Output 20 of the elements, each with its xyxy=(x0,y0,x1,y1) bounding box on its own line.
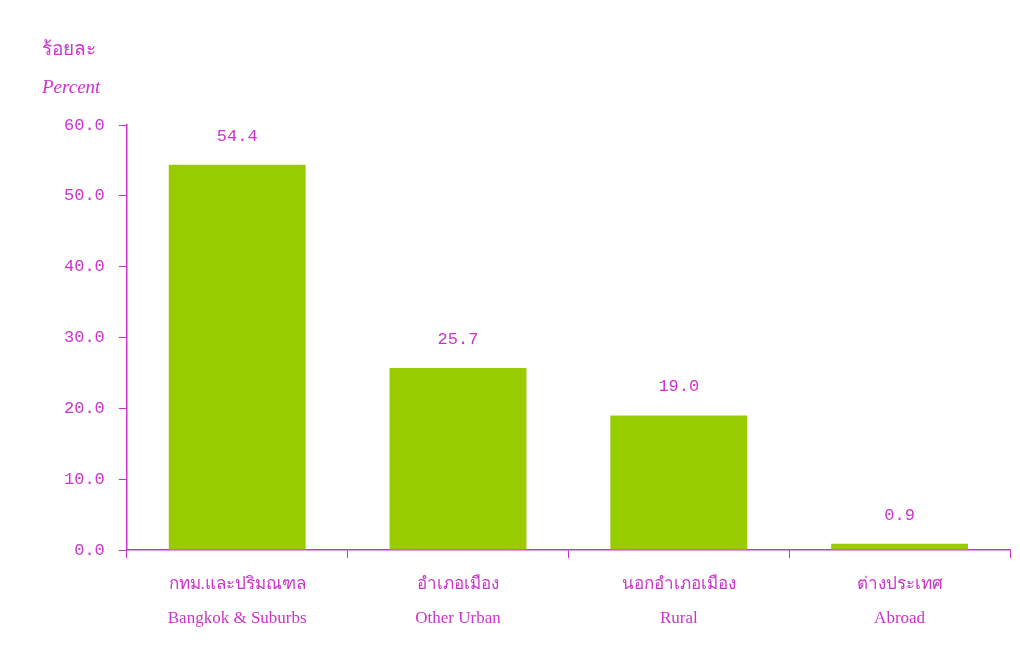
y-tick-label: 50.0 xyxy=(63,186,105,206)
x-tick-label: ต่างประเทศ Abroad xyxy=(856,574,943,628)
y-axis-title: ร้อยละ Percent xyxy=(42,37,101,99)
x-tick-label: อำเภอเมือง Other Urban xyxy=(415,574,502,628)
y-tick-label: 20.0 xyxy=(63,398,105,418)
bar xyxy=(610,415,748,550)
y-tick-label: 10.0 xyxy=(63,469,105,489)
bar xyxy=(168,164,306,550)
x-tick-label: นอกอำเภอเมือง Rural xyxy=(621,574,736,628)
data-label: 0.9 xyxy=(884,505,915,525)
data-label: 19.0 xyxy=(658,377,700,397)
x-tick-label: กทม.และปริมณฑล Bangkok & Suburbs xyxy=(167,574,307,628)
y-tick-label: 30.0 xyxy=(63,328,105,347)
y-tick-label: 40.0 xyxy=(63,257,105,277)
data-label: 54.4 xyxy=(216,126,258,146)
data-label: 25.7 xyxy=(437,329,479,349)
bar xyxy=(831,543,969,550)
bar xyxy=(389,367,527,550)
y-tick-label: 0.0 xyxy=(74,540,105,560)
y-tick-label: 60.0 xyxy=(63,115,105,135)
